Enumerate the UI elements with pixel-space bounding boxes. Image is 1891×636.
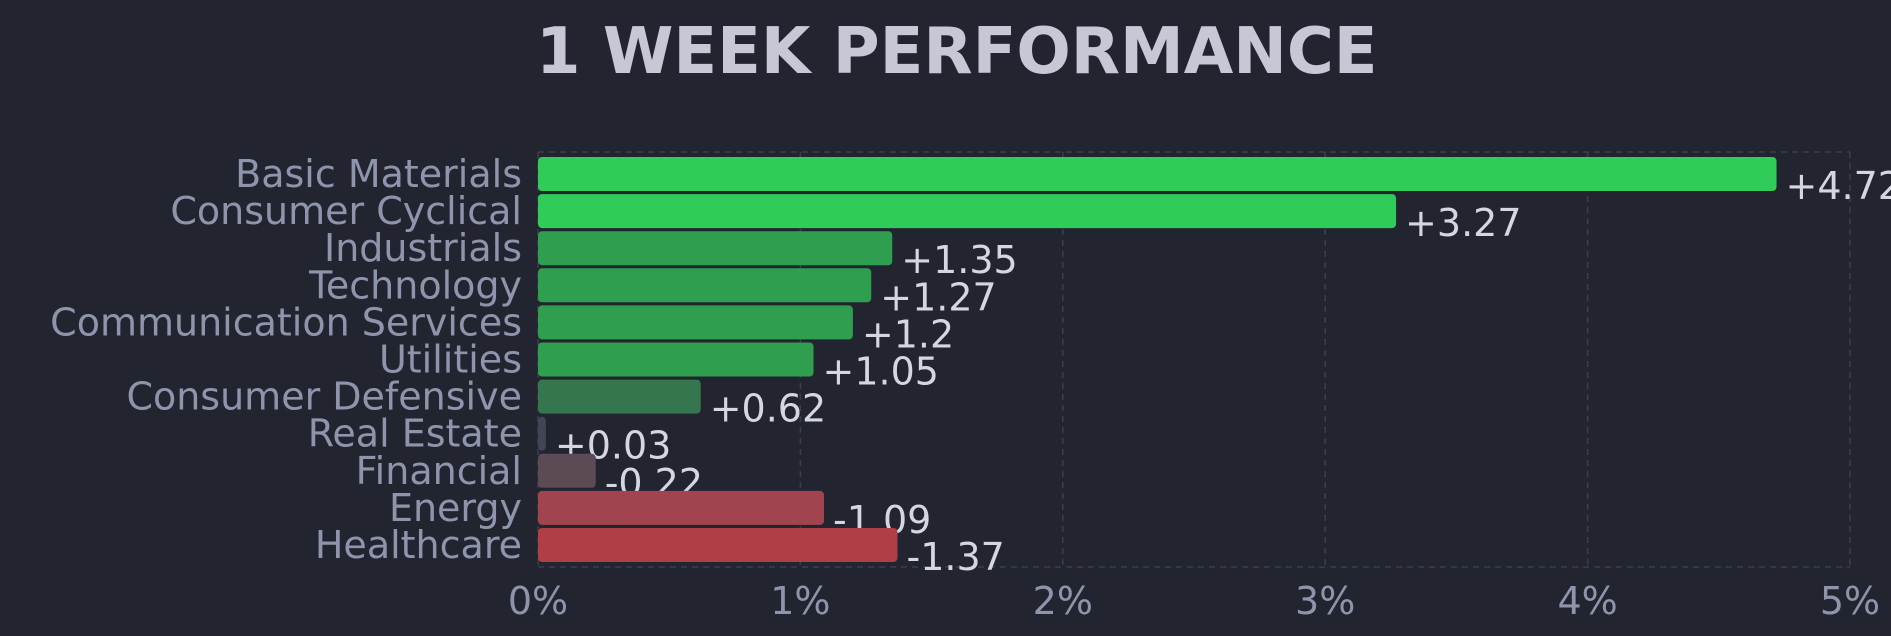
category-label: Real Estate	[308, 412, 522, 456]
bar	[538, 268, 872, 303]
value-label: +4.72	[1786, 164, 1891, 208]
x-tick-label: 4%	[1557, 579, 1617, 623]
category-label: Consumer Cyclical	[170, 189, 522, 233]
category-label: Consumer Defensive	[126, 375, 522, 419]
category-label: Industrials	[324, 226, 522, 270]
value-label: +1.05	[823, 350, 939, 394]
value-label: -1.37	[906, 535, 1004, 579]
bar	[538, 157, 1777, 191]
value-label: +1.2	[862, 312, 954, 356]
bar	[538, 305, 853, 340]
category-label: Basic Materials	[235, 152, 522, 196]
chart-title: 1 WEEK PERFORMANCE	[536, 15, 1378, 89]
bar	[538, 490, 825, 525]
category-label: Healthcare	[315, 523, 522, 567]
value-label: +1.35	[901, 238, 1017, 282]
category-label: Technology	[308, 263, 522, 307]
category-label: Communication Services	[50, 300, 522, 344]
category-label: Energy	[389, 486, 522, 530]
bar	[538, 528, 898, 562]
x-tick-label: 0%	[508, 579, 568, 623]
category-label: Utilities	[379, 338, 522, 382]
value-label: +3.27	[1405, 201, 1521, 245]
x-tick-label: 5%	[1820, 579, 1880, 623]
x-tick-label: 2%	[1033, 579, 1093, 623]
bar	[538, 379, 701, 414]
x-tick-label: 1%	[770, 579, 830, 623]
bar	[538, 453, 596, 488]
value-label: +0.62	[710, 387, 826, 431]
bar	[538, 194, 1397, 229]
x-tick-label: 3%	[1295, 579, 1355, 623]
bar	[538, 416, 546, 451]
bar	[538, 342, 814, 377]
category-label: Financial	[356, 449, 522, 493]
bar	[538, 231, 893, 266]
value-label: +1.27	[880, 275, 996, 319]
